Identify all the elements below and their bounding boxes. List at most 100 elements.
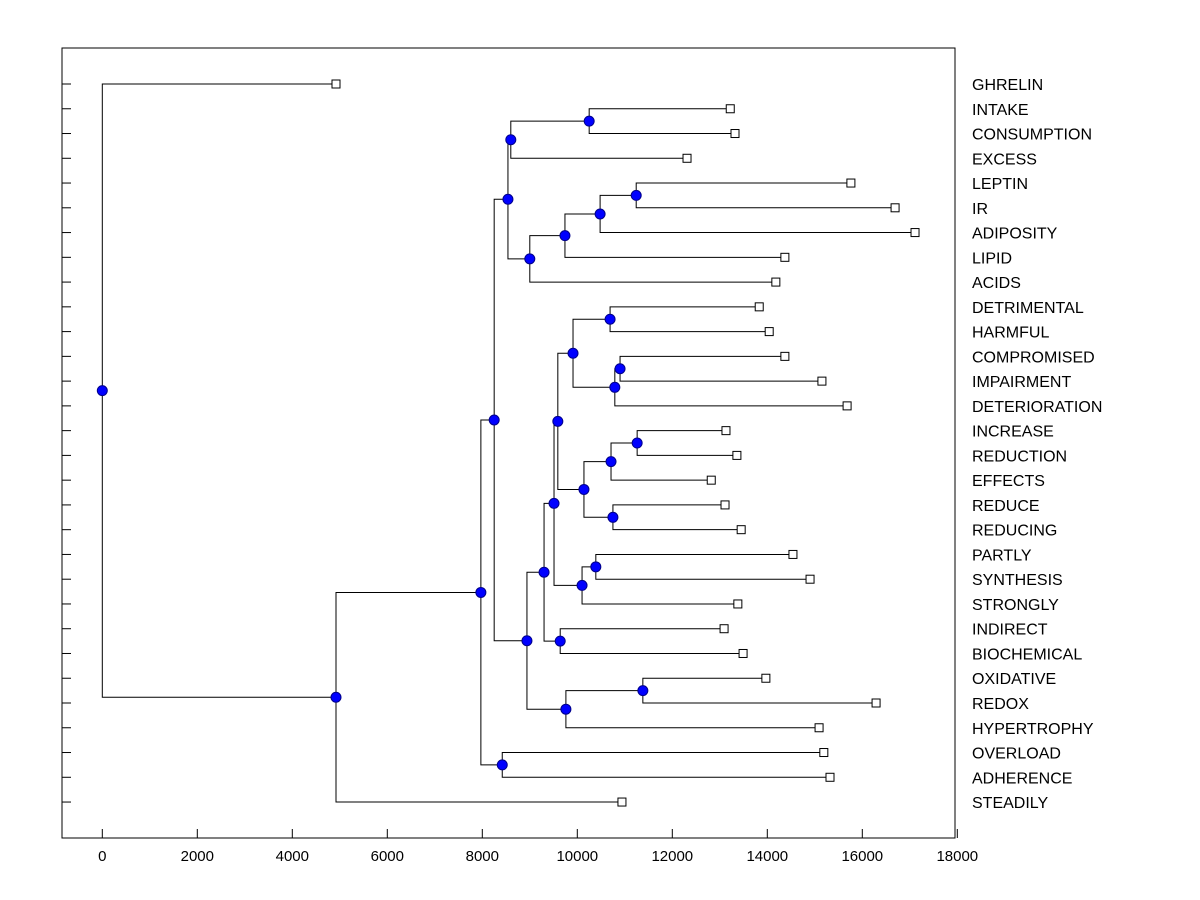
dendrogram-link: [564, 235, 785, 258]
leaf-label: LEPTIN: [972, 176, 1028, 193]
leaf-label: INTAKE: [972, 102, 1029, 119]
leaf-marker: [819, 748, 829, 758]
x-tick-label: 4000: [276, 848, 309, 865]
dendrogram-link: [610, 461, 712, 481]
x-tick-label: 16000: [841, 848, 883, 865]
dendrogram-link: [635, 195, 896, 209]
leaf-marker: [706, 475, 716, 485]
cluster-node-marker: [607, 511, 619, 523]
dendrogram-link: [553, 420, 558, 504]
cluster-node-marker: [96, 385, 108, 397]
leaf-marker: [780, 351, 790, 361]
leaf-label: OVERLOAD: [972, 746, 1061, 763]
leaf-marker: [733, 599, 743, 609]
leaf-marker: [732, 450, 742, 460]
dendrogram-link: [635, 182, 851, 196]
leaf-marker: [736, 525, 746, 535]
leaf-label: GHRELIN: [972, 77, 1043, 94]
dendrogram-link: [588, 108, 731, 122]
leaf-marker: [719, 624, 729, 634]
dendrogram-link: [636, 443, 737, 456]
leaf-label: INCREASE: [972, 424, 1054, 441]
cluster-node-marker: [631, 437, 643, 449]
dendrogram-link: [599, 194, 637, 214]
leaf-label: IMPAIRMENT: [972, 374, 1071, 391]
cluster-node-marker: [488, 414, 500, 426]
leaf-marker: [890, 203, 900, 213]
cluster-node-marker: [521, 635, 533, 647]
dendrogram-link: [507, 199, 530, 260]
dendrogram-link: [510, 139, 688, 159]
y-axis-ticks: [62, 83, 71, 803]
leaf-marker: [846, 178, 856, 188]
dendrogram-link: [501, 752, 824, 765]
dendrogram-link: [572, 353, 615, 388]
leaf-marker: [771, 277, 781, 287]
cluster-node-marker: [538, 566, 550, 578]
dendrogram-nodes: [96, 115, 649, 771]
dendrogram-link: [526, 571, 545, 641]
dendrogram-link: [599, 213, 916, 234]
leaf-label: ADHERENCE: [972, 770, 1072, 787]
leaf-label: HARMFUL: [972, 325, 1049, 342]
leaf-marker: [780, 252, 790, 262]
dendrogram-leaves: GHRELIN INTAKE CONSUMPTION EXCESS LEPTIN IR AD…: [331, 77, 1102, 812]
dendrogram-link: [493, 420, 527, 642]
leaf-label: STRONGLY: [972, 597, 1059, 614]
leaf-marker: [331, 79, 341, 89]
leaf-marker: [805, 574, 815, 584]
cluster-node-marker: [552, 415, 564, 427]
x-tick-label: 18000: [936, 848, 978, 865]
cluster-node-marker: [576, 579, 588, 591]
dendrogram-link: [557, 421, 584, 490]
dendrogram-link: [619, 355, 785, 369]
dendrogram-link: [493, 198, 508, 421]
dendrogram-link: [101, 390, 336, 698]
cluster-node-marker: [590, 561, 602, 573]
leaf-label: HYPERTROPHY: [972, 721, 1094, 738]
cluster-node-marker: [554, 635, 566, 647]
dendrogram-link: [553, 503, 583, 586]
leaf-label: REDUCTION: [972, 448, 1067, 465]
dendrogram-link: [335, 697, 622, 803]
dendrogram-link: [583, 461, 612, 490]
leaf-marker: [764, 327, 774, 337]
x-axis-ticks: 0 2000 4000 6000 8000 10000 12000 14000 16000 180…: [98, 829, 978, 865]
cluster-node-marker: [609, 381, 621, 393]
dendrogram-link: [595, 566, 811, 580]
leaf-marker: [842, 401, 852, 411]
dendrogram-link: [642, 677, 766, 691]
leaf-label: COMPROMISED: [972, 349, 1095, 366]
leaf-marker: [738, 648, 748, 658]
dendrogram-link: [588, 121, 735, 135]
x-tick-label: 6000: [371, 848, 404, 865]
dendrogram-link: [572, 318, 611, 354]
dendrogram-link: [565, 690, 643, 710]
cluster-node-marker: [548, 497, 560, 509]
dendrogram-link: [564, 213, 601, 236]
dendrogram-link: [609, 319, 770, 333]
dendrogram-link: [526, 640, 566, 710]
cluster-node-marker: [560, 703, 572, 715]
cluster-node-marker: [583, 115, 595, 127]
dendrogram-links: [101, 83, 916, 803]
leaf-label: PARTLY: [972, 547, 1032, 564]
leaf-label: INDIRECT: [972, 622, 1048, 639]
leaf-label: DETRIMENTAL: [972, 300, 1084, 317]
leaf-label: BIOCHEMICAL: [972, 646, 1082, 663]
dendrogram-link: [501, 764, 830, 778]
leaf-label: OXIDATIVE: [972, 671, 1056, 688]
cluster-node-marker: [559, 230, 571, 242]
cluster-node-marker: [614, 363, 626, 375]
dendrogram-link: [557, 352, 574, 422]
leaf-marker: [754, 302, 764, 312]
x-tick-label: 0: [98, 848, 106, 865]
leaf-label: LIPID: [972, 250, 1012, 267]
dendrogram-link: [595, 553, 793, 567]
leaf-label: STEADILY: [972, 795, 1049, 812]
dendrogram-link: [609, 306, 760, 320]
leaf-marker: [817, 376, 827, 386]
x-tick-label: 10000: [556, 848, 598, 865]
x-tick-label: 12000: [651, 848, 693, 865]
